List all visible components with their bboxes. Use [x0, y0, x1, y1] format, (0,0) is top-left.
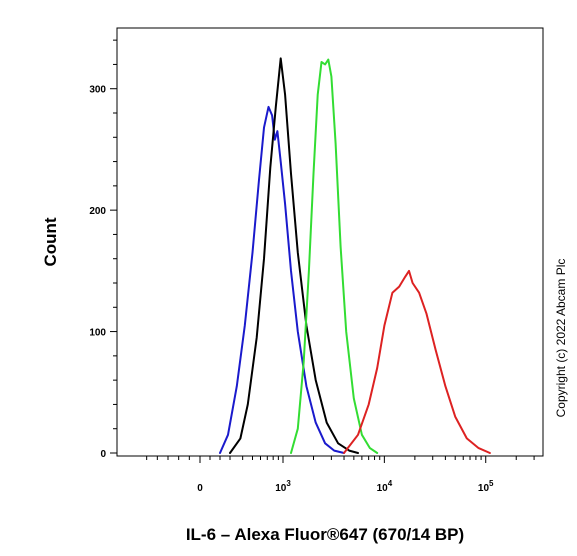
x-tick-label: 104: [377, 479, 393, 494]
y-tick-label: 0: [100, 449, 106, 460]
histogram-series-4: [343, 269, 491, 454]
y-tick-label: 100: [89, 328, 106, 339]
series-layer: [219, 57, 491, 454]
y-axis-ticks: 0 100 200 300: [89, 39, 117, 460]
x-axis-title: IL-6 – Alexa Fluor®647 (670/14 BP): [186, 525, 464, 544]
x-tick-label: 105: [478, 479, 494, 494]
x-tick-label: 103: [275, 479, 291, 494]
y-axis-title: Count: [41, 217, 60, 266]
histogram-series-3: [290, 58, 379, 454]
plot-frame: [116, 27, 544, 457]
y-tick-label: 200: [89, 206, 106, 217]
copyright-text: Copyright (c) 2022 Abcam Plc: [554, 259, 568, 418]
y-tick-label: 300: [89, 85, 106, 96]
x-axis-ticks: 0103104105106: [146, 456, 535, 494]
x-tick-label: 0: [197, 483, 203, 494]
histogram-series-1: [219, 105, 345, 454]
histogram-series-2: [229, 57, 359, 454]
